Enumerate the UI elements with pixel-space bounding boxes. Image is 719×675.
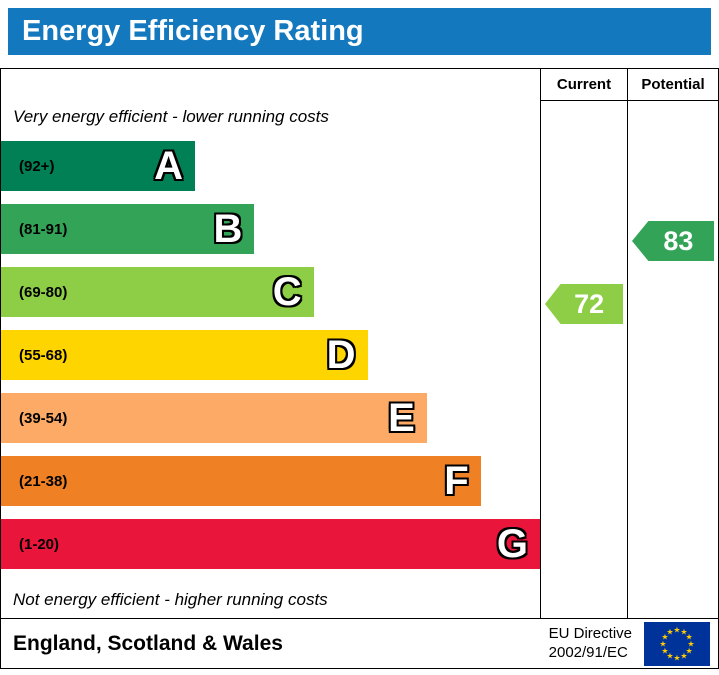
eu-directive-line1: EU Directive [548,624,632,642]
svg-text:★: ★ [666,651,673,660]
svg-text:★: ★ [659,639,666,648]
band-letter: D [326,333,356,377]
band-bar: (39-54) E [1,393,427,443]
svg-text:★: ★ [661,632,668,641]
svg-text:★: ★ [687,639,694,648]
band-range: (55-68) [19,346,68,364]
band-letter: C [272,270,302,314]
energy-rating-chart: Very energy efficient - lower running co… [0,68,719,619]
band-letter: E [388,396,415,440]
band-row: (1-20) G [1,519,540,582]
svg-text:★: ★ [680,627,687,636]
band-range: (1-20) [19,535,60,553]
potential-column: 83 [628,101,718,618]
svg-text:★: ★ [686,632,693,641]
band-row: (92+) A [1,141,540,204]
eu-directive-label: EU Directive 2002/91/EC [549,625,632,663]
svg-text:★: ★ [673,625,680,634]
svg-text:★: ★ [666,627,673,636]
band-row: (39-54) E [1,393,540,456]
band-row: (81-91) B [1,204,540,267]
current-value: 72 [574,288,605,319]
band-bar: (69-80) C [1,267,314,317]
page-title: Energy Efficiency Rating [8,8,711,55]
current-column-header: Current [541,69,628,101]
eu-directive-line2: 2002/91/EC [548,643,628,661]
svg-text:★: ★ [661,646,668,655]
band-letter: G [496,522,528,566]
potential-value: 83 [663,225,694,256]
band-row: (55-68) D [1,330,540,393]
band-range: (81-91) [19,220,68,238]
potential-arrow: 83 [632,221,714,261]
band-bar: (55-68) D [1,330,368,380]
current-arrow: 72 [545,284,623,324]
footer: England, Scotland & Wales EU Directive 2… [0,619,719,669]
bottom-note: Not energy efficient - higher running co… [13,590,328,609]
current-column: 72 [541,101,628,618]
band-letter: B [213,207,243,251]
svg-text:★: ★ [686,646,693,655]
bands: (92+) A (81-91) B (69-80) C (55-68) D (3… [1,141,540,582]
bands-panel: Very energy efficient - lower running co… [1,69,541,618]
band-row: (69-80) C [1,267,540,330]
top-note: Very energy efficient - lower running co… [13,107,329,126]
band-letter: A [154,144,184,188]
band-bar: (21-38) F [1,456,481,506]
region-label: England, Scotland & Wales [13,631,283,655]
band-letter: F [444,459,469,503]
band-range: (39-54) [19,409,68,427]
band-row: (21-38) F [1,456,540,519]
band-range: (69-80) [19,283,68,301]
band-bar: (81-91) B [1,204,255,254]
eu-flag-icon: ★ ★ ★ ★ ★ ★ ★ ★ ★ ★ ★ ★ [644,621,710,666]
band-range: (21-38) [19,472,68,490]
svg-text:★: ★ [680,651,687,660]
svg-text:★: ★ [673,653,680,662]
potential-column-header: Potential [628,69,718,101]
band-bar: (92+) A [1,141,196,191]
band-bar: (1-20) G [1,519,540,569]
band-range: (92+) [19,157,55,175]
